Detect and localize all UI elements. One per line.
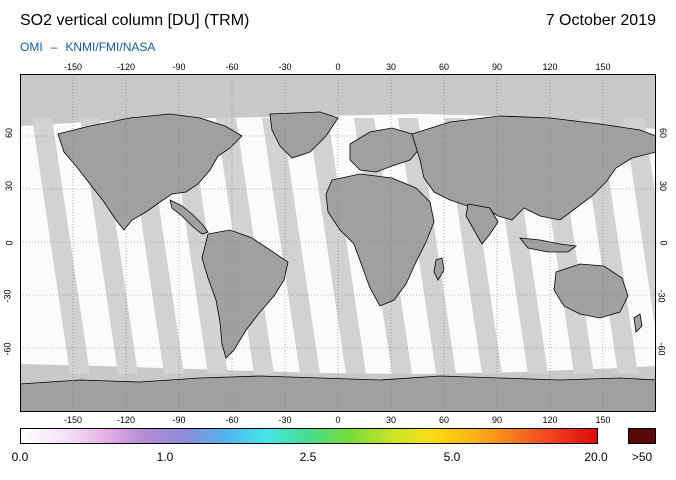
source-instrument: OMI xyxy=(20,40,43,54)
lon-tick-bottom: 150 xyxy=(595,415,611,425)
swath-gap xyxy=(398,118,456,374)
lon-tick-top: 60 xyxy=(438,62,450,72)
chart-title: SO2 vertical column [DU] (TRM) xyxy=(20,12,250,29)
lat-tick-left: 0 xyxy=(4,240,15,246)
lon-tick-bottom: 90 xyxy=(491,415,503,425)
lon-tick-top: -60 xyxy=(225,62,239,72)
lon-tick-top: 120 xyxy=(542,62,558,72)
lat-tick-left: -60 xyxy=(2,342,13,356)
lat-tick-right: 60 xyxy=(658,127,669,139)
antarctica xyxy=(20,375,656,412)
lon-tick-bottom: 0 xyxy=(335,415,341,425)
swath-gap xyxy=(624,118,656,334)
lon-tick-top: -150 xyxy=(63,62,83,72)
source-institutions: KNMI/FMI/NASA xyxy=(65,40,156,54)
colorbar-label: 5.0 xyxy=(443,450,461,464)
greenland xyxy=(269,111,339,159)
central-america xyxy=(169,199,209,235)
colorbar-label: 2.5 xyxy=(299,450,317,464)
south-america xyxy=(201,229,289,359)
so2-world-map xyxy=(20,74,656,412)
lon-tick-top: 150 xyxy=(595,62,611,72)
madagascar xyxy=(433,257,445,281)
swath-gap xyxy=(308,118,366,374)
lon-tick-top: -120 xyxy=(116,62,136,72)
colorbar-overflow-swatch xyxy=(628,428,656,444)
indonesia xyxy=(519,237,578,253)
lon-tick-bottom: 30 xyxy=(385,415,397,425)
australia xyxy=(553,263,629,319)
colorbar-label: 20.0 xyxy=(584,450,608,464)
lat-tick-left: 60 xyxy=(4,127,15,139)
lon-tick-top: 30 xyxy=(385,62,397,72)
lon-tick-bottom: 120 xyxy=(542,415,558,425)
map-frame xyxy=(20,74,656,412)
swath-gap xyxy=(32,118,90,374)
new-zealand xyxy=(633,313,643,333)
lat-tick-left: -30 xyxy=(2,289,13,303)
lon-tick-bottom: 60 xyxy=(438,415,450,425)
lon-tick-bottom: -30 xyxy=(278,415,292,425)
colorbar xyxy=(20,428,598,444)
lon-tick-top: 0 xyxy=(335,62,341,72)
lat-tick-right: -60 xyxy=(656,342,667,356)
europe xyxy=(349,127,421,173)
graticule xyxy=(20,74,656,412)
lon-tick-bottom: -150 xyxy=(63,415,83,425)
lat-tick-right: 30 xyxy=(658,180,669,192)
lon-tick-bottom: -120 xyxy=(116,415,136,425)
swath-gap xyxy=(262,118,320,374)
lon-tick-top: 90 xyxy=(491,62,503,72)
lat-tick-right: 0 xyxy=(658,240,669,246)
colorbar-label: 1.0 xyxy=(156,450,174,464)
colorbar-label: 0.0 xyxy=(11,450,29,464)
lon-tick-top: -30 xyxy=(278,62,292,72)
lon-tick-bottom: -60 xyxy=(225,415,239,425)
indian-subcontinent xyxy=(465,203,499,245)
north-america xyxy=(57,113,243,231)
lon-tick-bottom: -90 xyxy=(172,415,186,425)
lon-tick-top: -90 xyxy=(172,62,186,72)
source-separator: – xyxy=(50,40,58,54)
land xyxy=(20,111,656,412)
lat-tick-right: -30 xyxy=(656,289,667,303)
date-label: 7 October 2019 xyxy=(545,12,656,29)
colorbar-overflow-label: >50 xyxy=(631,450,653,464)
source-credit: OMI – KNMI/FMI/NASA xyxy=(20,40,155,54)
asia xyxy=(411,115,656,221)
lat-tick-left: 30 xyxy=(4,180,15,192)
